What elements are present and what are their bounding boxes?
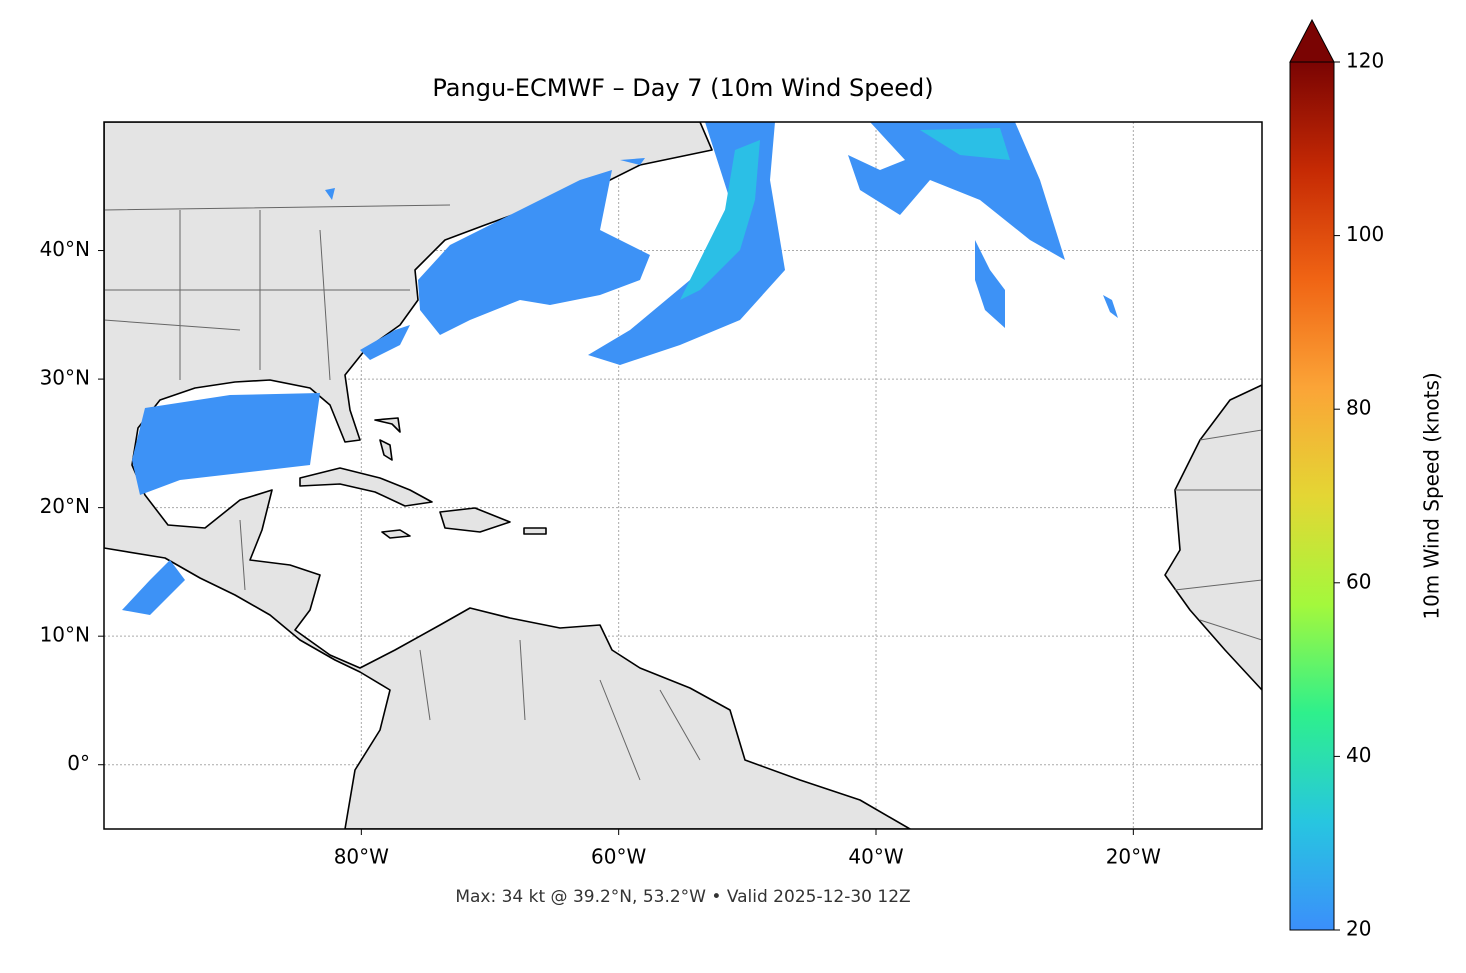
- colorbar-tick-label: 80: [1346, 396, 1371, 420]
- y-tick-label: 0°: [67, 751, 90, 775]
- jamaica: [381, 529, 411, 539]
- hispaniola: [439, 507, 511, 533]
- africa: [1164, 384, 1262, 691]
- borders: [104, 204, 1262, 781]
- puerto-rico: [523, 527, 547, 535]
- wind-band-2-core: [920, 128, 1010, 160]
- colorbar-tick-label: 100: [1346, 222, 1384, 246]
- wind-patch-2: [1103, 295, 1118, 318]
- y-tick-label: 20°N: [40, 494, 90, 518]
- wind-gulf: [132, 393, 320, 495]
- colorbar-tick-label: 60: [1346, 569, 1371, 593]
- cuba: [299, 467, 433, 507]
- colorbar: [1289, 61, 1335, 931]
- map-frame: [103, 121, 1263, 830]
- y-tick-label: 10°N: [40, 623, 90, 647]
- x-tick-label: 60°W: [591, 845, 646, 869]
- wind-us-coast: [418, 170, 650, 335]
- wind-band-1-core: [680, 140, 760, 300]
- colorbar-tick-label: 120: [1346, 49, 1384, 73]
- footer-note: Max: 34 kt @ 39.2°N, 53.2°W • Valid 2025…: [455, 887, 910, 907]
- x-tick-label: 40°W: [848, 845, 903, 869]
- colorbar-label: 10m Wind Speed (knots): [1420, 372, 1444, 619]
- map-layer: [104, 122, 1262, 829]
- wind-band-2: [848, 122, 1065, 260]
- y-tick-label: 40°N: [40, 237, 90, 261]
- x-tick-label: 20°W: [1106, 845, 1161, 869]
- bahamas: [374, 417, 401, 461]
- wind-coast-strip: [360, 325, 410, 360]
- colorbar-extend: [1289, 18, 1335, 63]
- x-tick-label: 80°W: [334, 845, 389, 869]
- colorbar-tick-label: 40: [1346, 743, 1371, 767]
- colorbar-tick-label: 20: [1346, 917, 1371, 941]
- map-title: Pangu-ECMWF – Day 7 (10m Wind Speed): [432, 74, 933, 102]
- wind-field: [122, 122, 1118, 615]
- y-tick-label: 30°N: [40, 366, 90, 390]
- wind-pacific: [122, 560, 185, 615]
- wind-patch-1: [975, 240, 1005, 328]
